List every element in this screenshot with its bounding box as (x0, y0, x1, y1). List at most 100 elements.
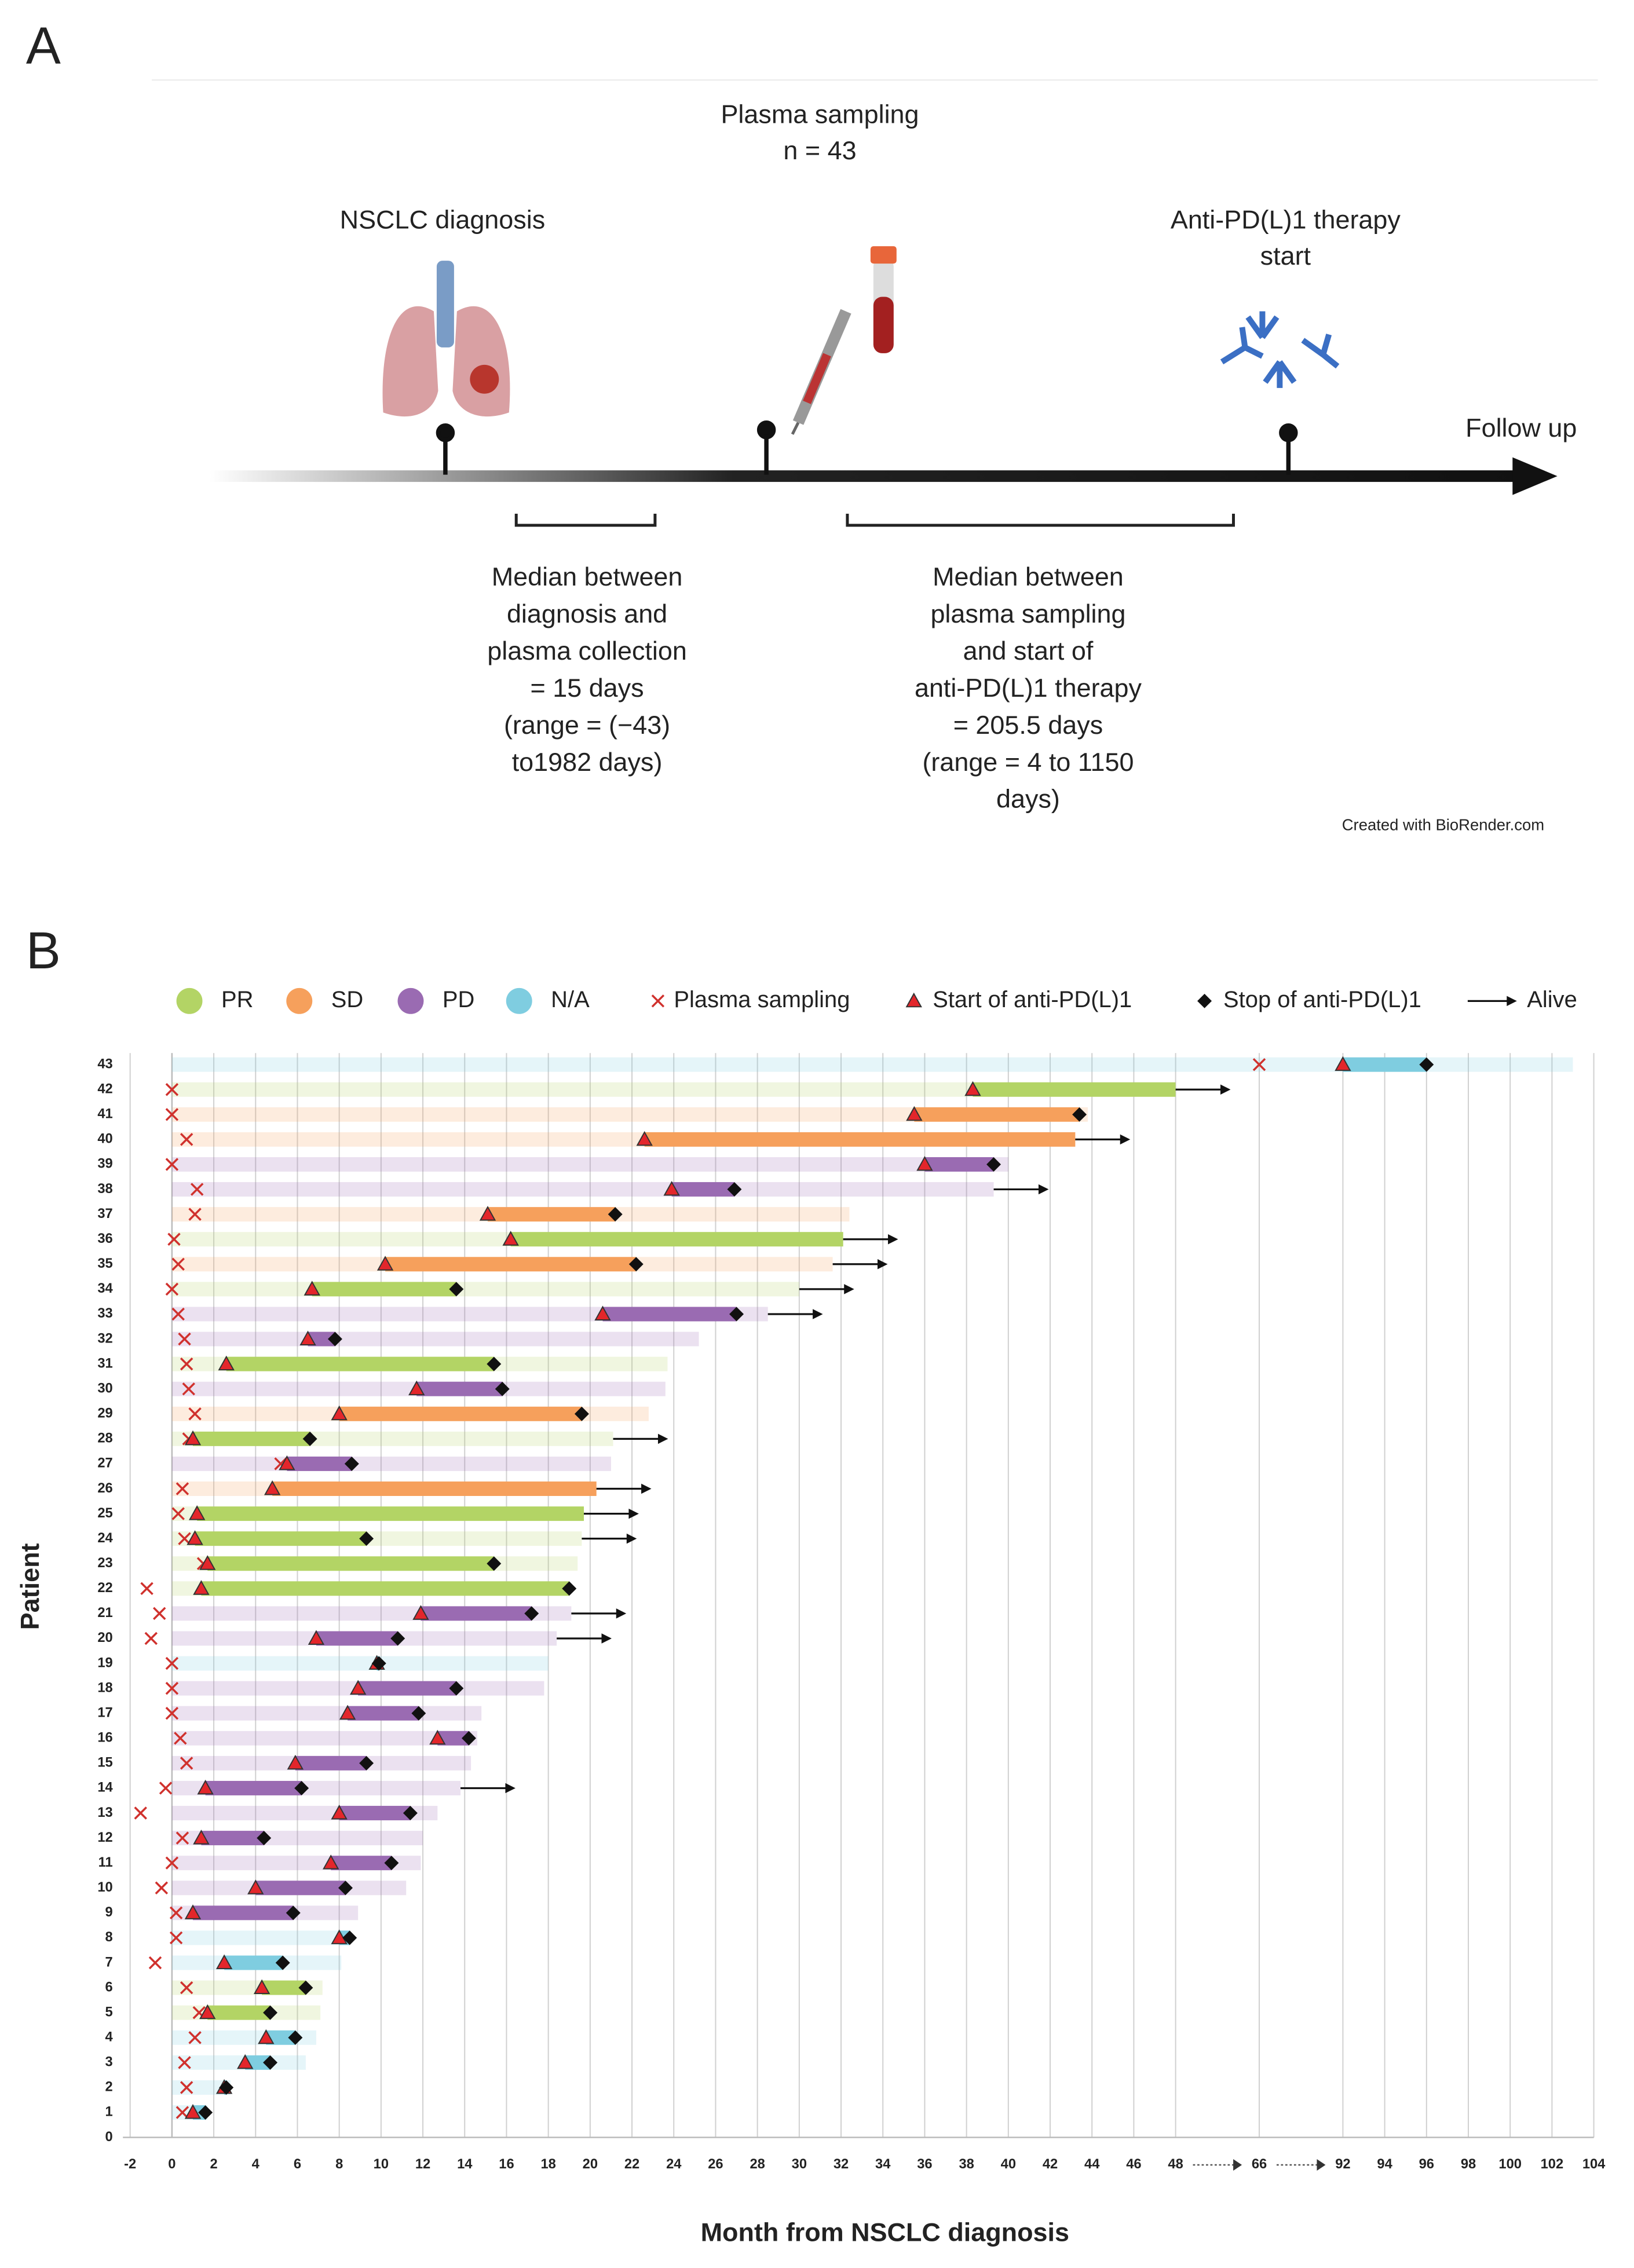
y-tick-label: 3 (105, 2055, 113, 2070)
median-text: Median between diagnosis and plasma collec… (487, 562, 1142, 813)
panel-label: B (26, 922, 61, 980)
therapy-start (193, 1580, 210, 1595)
treatment-bar (339, 1406, 582, 1421)
treatment-bar (201, 1581, 569, 1596)
axis-break-head (1233, 2159, 1242, 2171)
therapy-start (331, 1405, 348, 1421)
therapy-start (663, 1181, 680, 1196)
legend-label: Alive (1527, 987, 1577, 1012)
y-tick-label: 16 (97, 1731, 112, 1746)
x-tick-label: 94 (1377, 2157, 1392, 2172)
alive-arrow-head (601, 1633, 612, 1644)
legend-swatch (1197, 993, 1212, 1008)
therapy-start (187, 1530, 203, 1545)
plasma-sampling (152, 1607, 166, 1620)
plasma-sampling (155, 1881, 169, 1894)
legend-label: PR (221, 987, 253, 1012)
plasma-sampling (180, 2081, 193, 2094)
text: start (1260, 241, 1311, 270)
therapy-stop (729, 1307, 744, 1322)
therapy-start (339, 1704, 356, 1720)
x-tick-label: 36 (917, 2157, 932, 2172)
therapy-start (594, 1305, 611, 1320)
median-line: to1982 days) (512, 747, 663, 777)
y-tick-label: 27 (97, 1456, 112, 1471)
y-tick-label: 18 (97, 1680, 112, 1695)
therapy-stop (574, 1406, 589, 1421)
y-tick-label: 35 (97, 1256, 112, 1271)
y-tick-label: 7 (105, 1955, 113, 1970)
treatment-bar (224, 1955, 283, 1970)
legend-label: Plasma sampling (674, 987, 850, 1012)
legend-swatch (286, 987, 313, 1014)
treatment-bar (195, 1531, 367, 1546)
panel-b: B Patient Month from NSCLC diagnosis -2 0… (15, 922, 1606, 2247)
therapy-stop (198, 2105, 213, 2120)
therapy-start (287, 1754, 304, 1770)
therapy-stop (727, 1182, 742, 1197)
legend-swatch (176, 987, 203, 1014)
legend-swatch (506, 987, 532, 1014)
therapy-start (906, 1106, 923, 1121)
y-tick-label: 10 (97, 1880, 112, 1895)
x-axis-title: Month from NSCLC diagnosis (701, 2218, 1069, 2247)
follow-up-bar (171, 1157, 1008, 1172)
y-tick-label: 24 (97, 1531, 113, 1546)
y-tick-label: 30 (97, 1381, 112, 1396)
therapy-stop (390, 1631, 405, 1646)
plasma-sampling (165, 1706, 179, 1720)
y-tick-label: 33 (97, 1306, 112, 1321)
therapy-stop (986, 1157, 1001, 1172)
legend-label: SD (331, 987, 363, 1012)
treatment-bar (226, 1356, 494, 1371)
plasma-sampling (144, 1632, 158, 1645)
y-tick-label: 38 (97, 1181, 112, 1197)
median-line: plasma sampling (930, 599, 1125, 628)
therapy-start (331, 1804, 348, 1820)
x-tick-label: 8 (335, 2157, 343, 2172)
plasma-sampling (165, 1681, 179, 1695)
y-tick-label: 19 (97, 1655, 112, 1670)
median-line: = 15 days (531, 673, 644, 703)
therapy-start (193, 1830, 210, 1845)
therapy-start (304, 1281, 320, 1296)
median-line: Median between (492, 562, 683, 591)
y-tick-label: 15 (97, 1755, 112, 1770)
alive-arrow-head (888, 1234, 898, 1245)
therapy-stop (327, 1331, 342, 1347)
x-tick-label: 30 (792, 2157, 807, 2172)
treatment-bar (914, 1107, 1080, 1122)
therapy-stop (461, 1731, 476, 1746)
x-tick-label: 18 (540, 2157, 555, 2172)
therapy-start (237, 2054, 254, 2069)
therapy-stop (338, 1881, 353, 1896)
therapy-start (253, 1979, 270, 1995)
y-tick-label: 26 (97, 1481, 112, 1496)
median-line: Median between (933, 562, 1124, 591)
y-tick-label: 43 (97, 1056, 112, 1071)
therapy-start (184, 1904, 202, 1919)
y-tick-label: 29 (97, 1406, 112, 1421)
x-tick-label: 2 (210, 2157, 217, 2172)
plasma-sampling (182, 1382, 195, 1396)
legend-label: Start of anti-PD(L)1 (933, 987, 1132, 1012)
y-tick-label: 22 (97, 1581, 112, 1596)
median-line: plasma collection (487, 636, 687, 665)
therapy-stop (449, 1681, 464, 1696)
plasma-sampling (140, 1582, 153, 1596)
treatment-bar (348, 1706, 419, 1721)
therapy-start (964, 1081, 981, 1096)
alive-arrow-head (626, 1533, 637, 1544)
plasma-sampling (165, 1856, 179, 1870)
treatment-bar (510, 1232, 843, 1247)
treatment-bar (316, 1631, 398, 1646)
y-tick-label: 34 (97, 1281, 113, 1296)
alive-arrow-head (616, 1608, 627, 1619)
x-tick-label: 66 (1252, 2157, 1267, 2172)
treatment-bar (207, 1556, 494, 1571)
plasma-sampling (165, 1158, 179, 1171)
x-tick-label: 104 (1582, 2157, 1606, 2172)
x-tick-label: -2 (124, 2157, 136, 2172)
